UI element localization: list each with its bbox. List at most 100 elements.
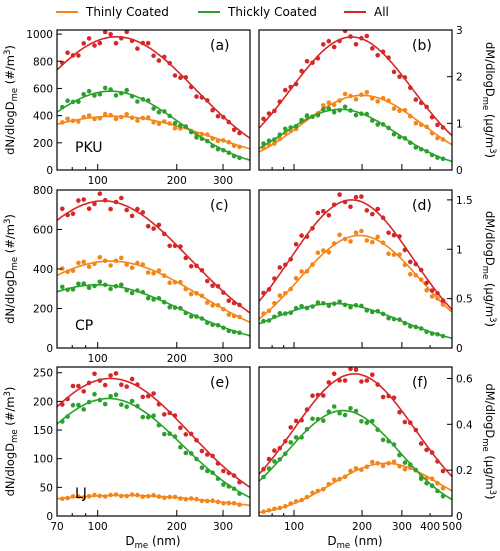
data-point	[205, 300, 210, 305]
data-point	[205, 278, 210, 284]
data-point	[288, 84, 294, 90]
y-tick-label: 0	[46, 165, 53, 177]
data-point	[337, 98, 342, 103]
data-point	[81, 495, 86, 500]
data-point	[364, 90, 370, 95]
x-tick-label: 300	[213, 353, 233, 365]
data-point	[348, 93, 353, 99]
data-point	[413, 273, 419, 278]
data-point	[424, 149, 429, 154]
data-point	[370, 118, 375, 123]
data-point	[205, 98, 210, 103]
data-point	[145, 40, 151, 46]
data-point	[86, 206, 92, 211]
data-point	[156, 222, 162, 228]
data-point	[81, 114, 86, 120]
y-tick-label: 200	[33, 304, 53, 316]
data-point	[199, 316, 205, 321]
data-point	[272, 141, 277, 146]
data-point	[408, 420, 413, 426]
data-point	[321, 208, 326, 214]
y-tick-label: 3	[456, 25, 463, 37]
data-point	[413, 324, 419, 330]
data-point	[364, 208, 370, 213]
y-tick-label: 0	[46, 343, 53, 355]
data-point	[293, 124, 299, 129]
data-point	[108, 87, 113, 92]
data-point	[440, 468, 446, 474]
data-point	[418, 267, 424, 273]
data-point	[92, 201, 97, 207]
data-point	[156, 494, 162, 499]
x-axis-label: Dme (nm)	[125, 534, 180, 551]
data-point	[331, 109, 337, 115]
data-point	[413, 427, 419, 433]
data-point	[145, 493, 151, 499]
data-point	[97, 116, 103, 121]
data-point	[151, 53, 156, 59]
data-point	[418, 476, 424, 482]
data-point	[299, 269, 304, 274]
data-point	[380, 240, 386, 245]
data-point	[140, 40, 146, 46]
data-point	[178, 305, 183, 311]
data-point	[272, 314, 277, 320]
data-point	[408, 462, 413, 467]
data-point	[375, 427, 381, 433]
data-point	[97, 378, 103, 383]
data-point	[151, 391, 156, 396]
x-axis-label: Dme (nm)	[327, 534, 382, 551]
data-point	[348, 406, 353, 411]
data-point	[440, 333, 446, 339]
data-point	[359, 467, 364, 473]
data-point	[194, 94, 199, 99]
data-point	[86, 399, 92, 405]
data-point	[183, 432, 189, 437]
data-point	[237, 330, 242, 336]
data-point	[375, 99, 381, 104]
data-point	[299, 418, 304, 423]
data-point	[261, 318, 266, 324]
data-point	[210, 470, 215, 476]
data-point	[277, 293, 283, 298]
data-point	[102, 401, 108, 407]
data-point	[215, 138, 221, 144]
data-point	[364, 378, 370, 383]
data-point	[124, 262, 129, 267]
data-point	[424, 329, 429, 335]
data-point	[70, 402, 76, 408]
data-point	[86, 380, 92, 386]
data-point	[370, 96, 375, 101]
data-point	[231, 153, 237, 159]
data-point	[310, 393, 315, 399]
y-tick-label: 0	[456, 343, 463, 355]
data-point	[119, 36, 124, 41]
data-point	[135, 403, 140, 409]
x-tick-label: 100	[88, 353, 108, 365]
data-point	[237, 302, 242, 308]
data-point	[364, 33, 370, 39]
y-tick-label: 200	[33, 396, 53, 408]
data-point	[299, 68, 304, 74]
data-point	[272, 448, 277, 453]
data-point	[408, 85, 413, 91]
data-point	[375, 461, 381, 466]
data-point	[353, 96, 359, 102]
data-point	[326, 380, 332, 385]
data-point	[92, 492, 97, 498]
data-point	[129, 213, 135, 219]
data-point	[113, 258, 119, 264]
data-point	[183, 450, 189, 456]
y-tick-label: 0	[456, 511, 463, 523]
data-point	[429, 450, 435, 455]
panel-label: (f)	[412, 375, 428, 391]
data-point	[342, 302, 348, 308]
data-point	[261, 290, 266, 296]
data-point	[380, 95, 386, 101]
data-point	[92, 261, 97, 267]
y-axis-label: dM/dlogDme (µg/m3)	[480, 383, 497, 499]
data-point	[348, 468, 353, 474]
data-point	[205, 498, 210, 504]
site-label: LJ	[75, 486, 87, 502]
data-point	[97, 40, 103, 46]
